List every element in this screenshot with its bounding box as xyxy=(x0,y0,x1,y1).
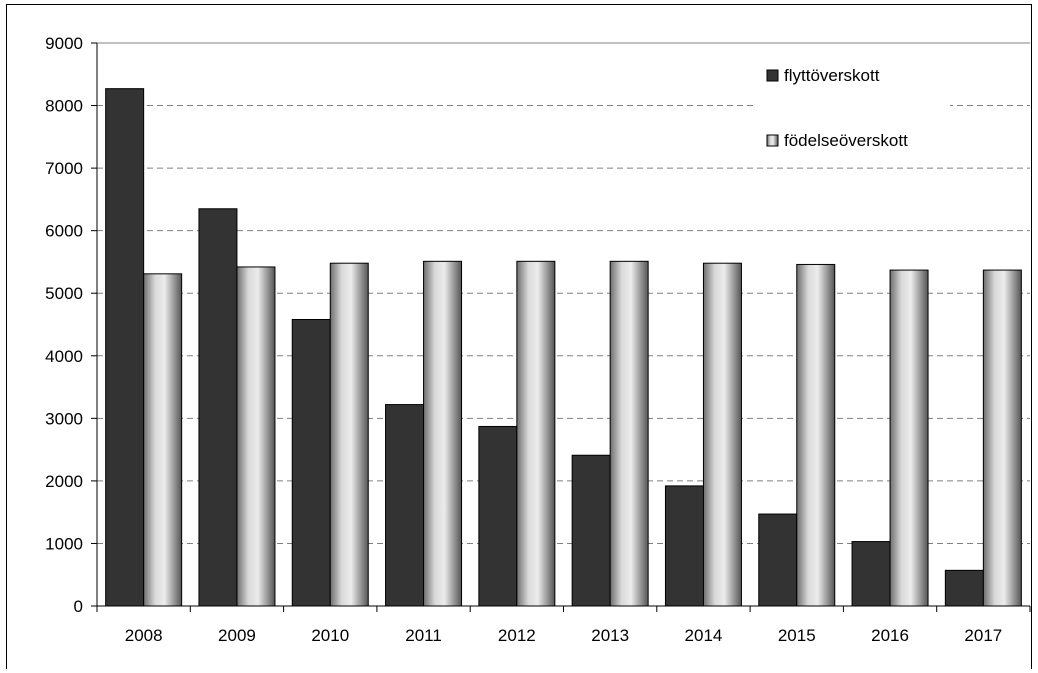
tick-labels: 0 1000 2000 3000 4000 5000 6000 7000 8000 9000 200… xyxy=(45,34,1002,645)
y-tick-label: 7000 xyxy=(45,159,83,178)
legend-swatch-flyttoverskott xyxy=(766,69,779,82)
x-tick-label: 2017 xyxy=(964,626,1002,645)
x-tick-label: 2011 xyxy=(405,626,442,645)
x-tick-label: 2015 xyxy=(778,626,816,645)
x-tick-label: 2010 xyxy=(311,626,349,645)
y-tick-label: 8000 xyxy=(45,97,83,116)
bar-flyttoverskott xyxy=(851,541,891,607)
bar-flyttoverskott xyxy=(198,208,238,607)
bar-flyttoverskott xyxy=(758,513,798,607)
bar-flyttoverskott xyxy=(944,569,984,607)
bar-flyttoverskott xyxy=(385,404,425,607)
bars xyxy=(105,88,1022,607)
y-tick-label: 4000 xyxy=(45,347,83,366)
bar-fodelseoverskott xyxy=(609,260,649,607)
y-tick-label: 6000 xyxy=(45,222,83,241)
x-tick-label: 2012 xyxy=(498,626,536,645)
legend-label-flyttoverskott: flyttöverskott xyxy=(784,66,880,85)
bar-flyttoverskott xyxy=(105,88,145,607)
bar-flyttoverskott xyxy=(571,454,611,607)
y-tick-label: 3000 xyxy=(45,409,83,428)
bar-fodelseoverskott xyxy=(702,262,742,607)
y-tick-label: 9000 xyxy=(45,34,83,53)
x-tick-label: 2009 xyxy=(218,626,256,645)
chart-frame xyxy=(6,4,1032,669)
bar-fodelseoverskott xyxy=(236,266,276,607)
legend-label-fodelseoverskott: födelseöverskott xyxy=(784,131,908,150)
y-tick-label: 2000 xyxy=(45,472,83,491)
legend-swatch-fodelseoverskott xyxy=(766,134,779,147)
legend-box xyxy=(754,52,950,156)
bar-fodelseoverskott xyxy=(889,269,929,607)
bar-fodelseoverskott xyxy=(143,273,183,607)
legend: flyttöverskott födelseöverskott xyxy=(754,52,950,156)
bar-flyttoverskott xyxy=(664,485,704,607)
bar-flyttoverskott xyxy=(478,425,518,607)
y-tick-label: 1000 xyxy=(45,534,83,553)
y-tick-label: 5000 xyxy=(45,284,83,303)
bar-flyttoverskott xyxy=(291,318,331,607)
x-tick-label: 2014 xyxy=(685,626,723,645)
bar-fodelseoverskott xyxy=(982,269,1022,607)
y-tick-label: 0 xyxy=(74,597,83,616)
x-tick-label: 2008 xyxy=(125,626,163,645)
bar-fodelseoverskott xyxy=(516,260,556,607)
bar-fodelseoverskott xyxy=(423,260,463,607)
x-tick-label: 2013 xyxy=(591,626,629,645)
x-tick-label: 2016 xyxy=(871,626,909,645)
bar-fodelseoverskott xyxy=(329,262,369,607)
bar-fodelseoverskott xyxy=(796,263,836,607)
